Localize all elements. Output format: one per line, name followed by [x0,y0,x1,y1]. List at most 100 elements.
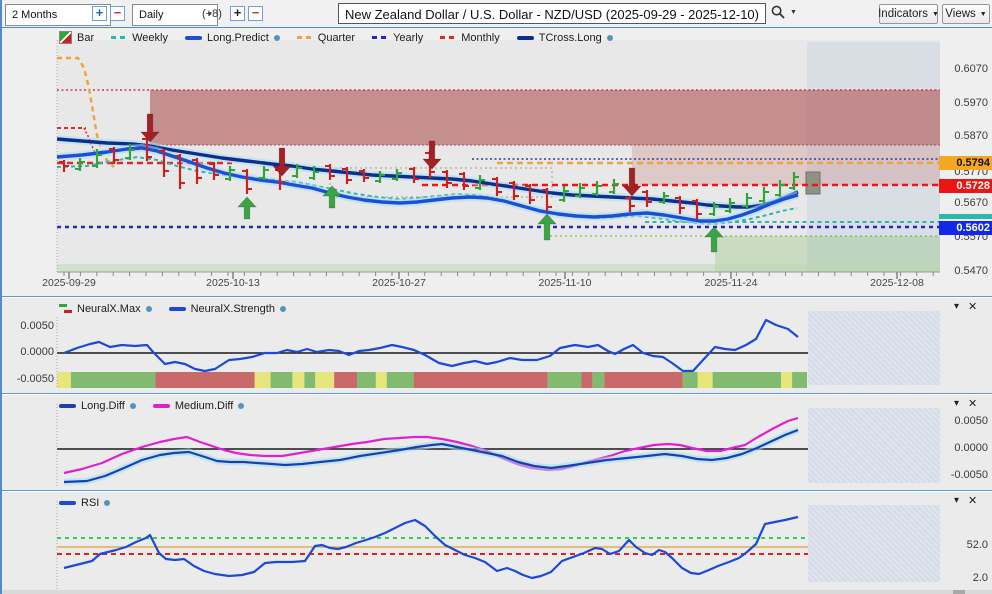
axis-label: 0.0000 [20,346,54,358]
dash-swatch-icon [296,36,313,39]
legend-item-quarter[interactable]: Quarter [296,32,355,44]
symbol-title[interactable]: New Zealand Dollar / U.S. Dollar - NZD/U… [338,3,766,24]
legend-item-tcross-long[interactable]: TCross.Long [516,32,613,44]
chevron-down-icon: ▼ [979,10,987,18]
info-icon[interactable] [279,305,286,312]
line-swatch-icon [168,306,186,311]
bottom-strip [2,590,992,594]
indicators-button[interactable]: Indicators ▼ [878,4,939,24]
date-label: 2025-11-10 [538,277,592,289]
toolbar: 2 Months ▼ + − Daily ▼ (+8) + − New Zeal… [2,0,992,28]
bars-remove-button[interactable]: − [248,6,263,21]
axis-label: -0.0050 [16,373,54,385]
legend-label: NeuralX.Strength [190,302,275,315]
neuralx-panel [2,296,992,393]
dash-swatch-icon [111,36,128,39]
close-panel-icon[interactable]: ✕ [968,301,978,313]
info-icon[interactable] [273,34,280,41]
resize-grip[interactable] [953,590,965,594]
date-label: 2025-10-13 [206,277,260,289]
bar-offset-label: (+8) [202,8,222,20]
info-icon[interactable] [104,499,111,506]
price-label: 0.5470 [954,265,988,277]
neuralx-controls: ▾ ✕ [954,300,977,313]
legend-item-weekly[interactable]: Weekly [111,32,168,44]
price-badge: 0.5728 [939,179,992,193]
interval-select-value: Daily [139,9,164,21]
axis-label: 0.0050 [20,320,54,332]
symbol-search[interactable]: ▼ [771,5,797,19]
range-zoom-in-button[interactable]: + [92,6,107,21]
legend-item-neuralx-strength[interactable]: NeuralX.Strength [168,302,286,315]
date-label: 2025-11-24 [704,277,758,289]
rsi-chart-canvas[interactable] [2,491,992,594]
bars-add-button[interactable]: + [230,6,245,21]
legend-item-bar[interactable]: Bar [59,31,94,44]
empty-forecast-region [808,408,940,483]
legend-label: Weekly [132,31,168,44]
price-label: 0.6070 [954,63,988,75]
legend-item-long-diff[interactable]: Long.Diff [59,400,136,412]
range-select-value: 2 Months [12,9,58,21]
date-label: 2025-09-29 [42,277,96,289]
collapse-panel-icon[interactable]: ▾ [954,495,960,506]
main-chart-panel [2,29,992,296]
neuralx-max-swatch-icon [59,303,72,314]
collapse-panel-icon[interactable]: ▾ [954,398,960,409]
axis-label: 2.0 [972,572,988,584]
empty-forecast-region [808,505,940,582]
info-icon[interactable] [145,305,152,312]
dash-swatch-icon [440,36,457,39]
collapse-panel-icon[interactable]: ▾ [954,301,960,312]
diff-controls: ▾ ✕ [954,397,977,410]
red-bar-icon [64,309,72,313]
line-swatch-icon [516,35,534,40]
views-button[interactable]: Views ▼ [942,4,990,24]
green-bar-icon [59,303,67,307]
close-panel-icon[interactable]: ✕ [968,495,978,507]
diff-chart-canvas[interactable] [2,394,992,491]
axis-label: -0.0050 [950,469,988,481]
range-zoom-out-button[interactable]: − [110,6,125,21]
legend-item-medium-diff[interactable]: Medium.Diff [152,400,245,412]
legend-item-monthly[interactable]: Monthly [440,32,500,44]
interval-select[interactable]: Daily ▼ [132,4,218,26]
legend-label: NeuralX.Max [77,302,141,315]
date-label: 2025-12-08 [870,277,924,289]
legend-label: Monthly [461,31,500,44]
legend-item-neuralx-max[interactable]: NeuralX.Max [59,303,152,315]
views-button-label: Views [945,8,976,20]
axis-label: 0.0050 [954,415,988,427]
info-icon[interactable] [129,402,136,409]
search-icon[interactable] [771,5,785,19]
info-icon[interactable] [606,34,613,41]
legend-item-long-predict[interactable]: Long.Predict [185,32,280,44]
close-panel-icon[interactable]: ✕ [968,398,978,410]
legend-item-rsi[interactable]: RSI [59,496,111,509]
chevron-down-icon: ▼ [931,10,939,18]
axis-label: 0.0000 [954,442,988,454]
legend-label: Long.Diff [81,399,125,412]
line-swatch-icon [59,403,76,408]
price-label: 0.5870 [954,130,988,142]
info-icon[interactable] [238,402,245,409]
legend-label: Long.Predict [207,31,269,44]
dash-swatch-icon [372,36,389,39]
axis-label: 52.0 [966,539,988,551]
chevron-down-icon[interactable]: ▼ [790,8,797,16]
legend-label: Yearly [393,31,424,44]
price-label: 0.5970 [954,97,988,109]
chevron-down-icon: ▼ [206,11,213,18]
legend-label: RSI [81,496,100,509]
line-swatch-icon [59,500,76,505]
legend-item-yearly[interactable]: Yearly [372,32,423,44]
range-select[interactable]: 2 Months ▼ [5,4,111,26]
price-badge [939,214,992,219]
main-chart-canvas[interactable] [2,29,992,296]
neuralx-chart-canvas[interactable] [2,297,992,394]
line-swatch-icon [152,403,170,408]
date-label: 2025-10-27 [372,277,426,289]
legend-label: Bar [77,31,95,44]
bar-swatch-icon [59,31,72,44]
